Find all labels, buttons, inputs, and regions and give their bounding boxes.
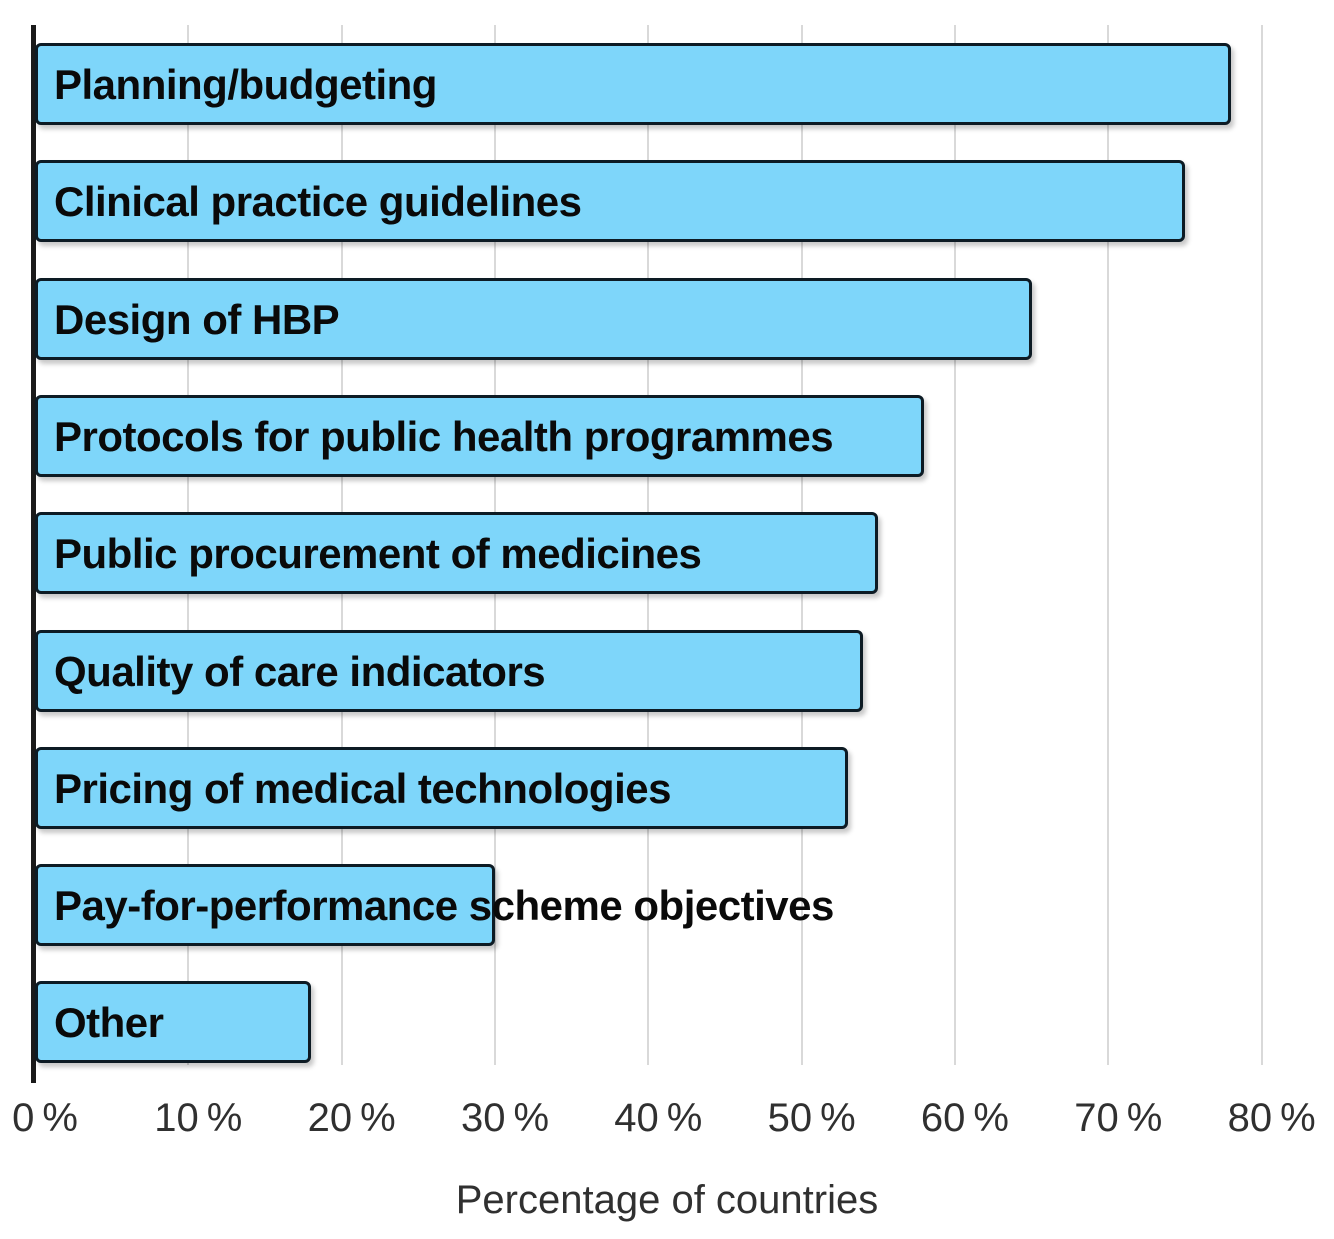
- x-tick-label: 70 %: [1074, 1096, 1163, 1140]
- x-tick-label: 50 %: [767, 1096, 856, 1140]
- category-label: Quality of care indicators: [54, 647, 546, 695]
- category-label: Other: [54, 999, 164, 1047]
- x-tick-label: 0 %: [12, 1096, 78, 1140]
- category-label: Planning/budgeting: [54, 61, 437, 108]
- category-label: Pricing of medical technologies: [54, 764, 671, 812]
- bar: [35, 512, 879, 595]
- bar: [35, 629, 863, 712]
- bar: [35, 746, 848, 829]
- x-axis-title: Percentage of countries: [455, 1178, 879, 1222]
- gridline-80: [1260, 25, 1263, 1065]
- x-tick-label: 80 %: [1227, 1096, 1316, 1140]
- x-tick-label: 20 %: [307, 1096, 396, 1140]
- x-tick-label: 60 %: [920, 1096, 1010, 1140]
- bar: [35, 160, 1185, 243]
- bar: [35, 981, 311, 1064]
- category-label: Protocols for public health programmes: [54, 412, 834, 460]
- bar: [35, 277, 1032, 360]
- bar: [35, 864, 495, 947]
- x-tick-label: 10 %: [154, 1096, 243, 1140]
- y-axis-line: [31, 25, 36, 1083]
- gridline-60: [953, 25, 956, 1065]
- category-label: Public procurement of medicines: [54, 530, 702, 578]
- category-label: Pay-for-performance scheme objectives: [54, 882, 834, 930]
- category-label: Clinical practice guidelines: [54, 178, 582, 226]
- category-label: Design of HBP: [54, 295, 340, 343]
- x-tick-label: 40 %: [614, 1096, 703, 1140]
- bar: [35, 43, 1231, 125]
- gridline-70: [1107, 25, 1110, 1065]
- x-tick-label: 30 %: [460, 1096, 550, 1140]
- bar: [35, 394, 925, 477]
